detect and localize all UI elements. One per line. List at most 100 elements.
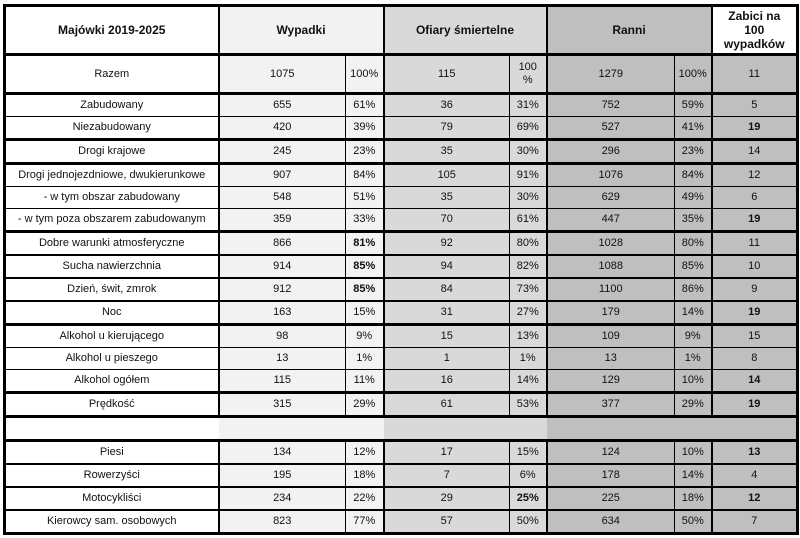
cell-ofiary-pct: 25% [509,486,547,511]
row-label: Razem [4,54,219,95]
cell-wypadki-pct: 100% [345,54,384,95]
table-row: Piesi 134 12% 17 15% 124 10% 13 [4,440,798,465]
cell-zabici-na-100 [711,416,798,442]
cell-wypadki-pct: 84% [345,163,384,187]
cell-ofiary-pct: 31% [509,93,547,117]
cell-wypadki: 866 [217,231,346,256]
cell-ofiary: 105 [382,163,510,187]
cell-ofiary: 35 [382,186,510,209]
table-row: Drogi jednojezdniowe, dwukierunkowe 907 … [4,163,798,187]
table-row: Rowerzyści 195 18% 7 6% 178 14% 4 [4,463,798,488]
cell-wypadki-pct: 81% [345,231,384,256]
cell-zabici-na-100: 19 [710,300,798,326]
cell-ofiary: 35 [382,139,510,165]
cell-ofiary-pct: 53% [509,392,547,418]
cell-ranni-pct: 84% [674,163,712,187]
row-label: Noc [4,300,219,326]
cell-zabici-na-100: 14 [710,139,798,165]
cell-ranni-pct: 86% [674,277,712,302]
cell-zabici-na-100: 4 [710,463,798,488]
row-label: Rowerzyści [4,463,219,488]
cell-ranni-pct: 29% [674,392,712,418]
cell-wypadki-pct: 33% [345,208,384,233]
cell-ofiary: 29 [382,486,510,511]
cell-zabici-na-100: 6 [710,186,798,209]
table-body: Razem 1075 100% 115 100 % 1279 100% 11 Z… [4,54,798,535]
cell-wypadki-pct: 77% [345,509,384,535]
cell-ranni-pct: 80% [674,231,712,256]
header-ofiary-smiertelne: Ofiary śmiertelne [382,5,547,56]
cell-ofiary: 115 [382,54,510,95]
cell-ranni-pct: 49% [674,186,712,209]
cell-ranni-pct: 35% [674,208,712,233]
cell-zabici-na-100: 10 [710,254,798,279]
table-row [4,416,798,442]
cell-ofiary: 92 [382,231,510,256]
cell-ofiary-pct: 15% [509,440,547,465]
cell-ranni-pct: 9% [674,324,712,348]
header-row: Majówki 2019-2025 Wypadki Ofiary śmierte… [4,5,798,56]
cell-zabici-na-100: 19 [710,392,798,418]
table-row: Zabudowany 655 61% 36 31% 752 59% 5 [4,93,798,117]
cell-ofiary: 16 [382,369,510,394]
row-label: Sucha nawierzchnia [4,254,219,279]
cell-ranni: 1028 [545,231,675,256]
cell-ofiary-pct: 69% [509,116,547,141]
cell-ranni-pct: 100% [674,54,712,95]
cell-ranni-pct: 85% [674,254,712,279]
cell-ofiary-pct: 91% [509,163,547,187]
table-row: Prędkość 315 29% 61 53% 377 29% 19 [4,392,798,418]
table-row: Dobre warunki atmosferyczne 866 81% 92 8… [4,231,798,256]
cell-wypadki: 823 [217,509,346,535]
accident-statistics-page: Majówki 2019-2025 Wypadki Ofiary śmierte… [3,4,799,535]
cell-ofiary-pct [509,416,547,442]
cell-wypadki: 245 [217,139,346,165]
cell-ofiary: 7 [382,463,510,488]
header-majowki-2019-2025: Majówki 2019-2025 [4,5,219,56]
row-label: Niezabudowany [4,116,219,141]
accident-statistics-table: Majówki 2019-2025 Wypadki Ofiary śmierte… [3,4,799,535]
cell-zabici-na-100: 5 [710,93,798,117]
row-label: Motocykliści [4,486,219,511]
table-row: Sucha nawierzchnia 914 85% 94 82% 1088 8… [4,254,798,279]
cell-wypadki-pct: 15% [345,300,384,326]
cell-ofiary-pct: 27% [509,300,547,326]
cell-ofiary [383,416,510,442]
cell-wypadki-pct: 9% [345,324,384,348]
cell-wypadki: 420 [217,116,346,141]
cell-ranni: 527 [545,116,675,141]
cell-ofiary-pct: 13% [509,324,547,348]
header-ranni: Ranni [545,5,712,56]
cell-ranni: 1088 [545,254,675,279]
row-label: Prędkość [4,392,219,418]
cell-wypadki-pct: 85% [345,277,384,302]
cell-ranni [546,416,675,442]
row-label: Dobre warunki atmosferyczne [4,231,219,256]
cell-ofiary-pct: 61% [509,208,547,233]
cell-ofiary: 1 [382,347,510,370]
cell-zabici-na-100: 7 [710,509,798,535]
cell-ranni: 13 [545,347,675,370]
row-label: Alkohol u kierującego [4,324,219,348]
cell-zabici-na-100: 15 [710,324,798,348]
cell-wypadki: 914 [217,254,346,279]
cell-ofiary-pct: 100 % [509,54,547,95]
cell-ranni: 1100 [545,277,675,302]
cell-zabici-na-100: 19 [710,208,798,233]
row-label: Alkohol u pieszego [4,347,219,370]
cell-ranni: 179 [545,300,675,326]
cell-wypadki: 115 [217,369,346,394]
cell-wypadki: 359 [217,208,346,233]
cell-zabici-na-100: 14 [710,369,798,394]
row-label [4,416,219,442]
cell-ranni-pct: 14% [674,300,712,326]
cell-ranni-pct: 10% [674,369,712,394]
cell-wypadki: 134 [217,440,346,465]
cell-ranni: 752 [545,93,675,117]
header-wypadki: Wypadki [217,5,384,56]
cell-ofiary-pct: 50% [509,509,547,535]
cell-ranni: 225 [545,486,675,511]
cell-ofiary: 84 [382,277,510,302]
cell-wypadki-pct: 11% [345,369,384,394]
cell-ofiary: 79 [382,116,510,141]
